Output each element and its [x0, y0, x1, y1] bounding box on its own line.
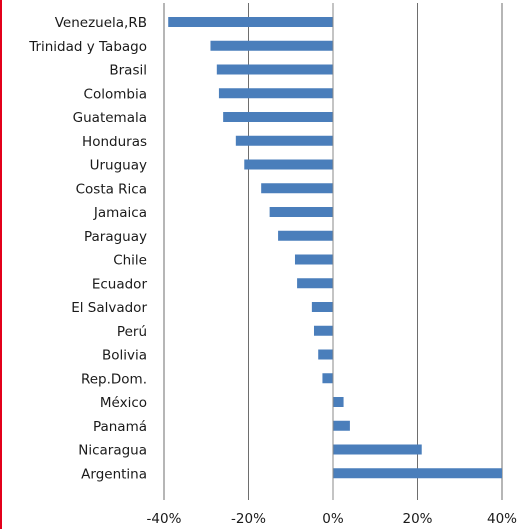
category-label-13: El Salvador [71, 300, 147, 316]
bar-8 [261, 183, 333, 194]
category-label-14: Perú [117, 324, 147, 340]
category-label-16: Rep.Dom. [81, 371, 147, 387]
bar-19 [333, 444, 422, 455]
bar-2 [210, 40, 333, 51]
bar-15 [318, 349, 333, 360]
x-tick-label-4: 20% [402, 511, 432, 527]
x-tick-label-1: -40% [147, 511, 182, 527]
category-label-20: Argentina [81, 466, 147, 482]
bar-10 [278, 230, 333, 241]
category-label-2: Trinidad y Tabago [28, 39, 147, 55]
category-label-15: Bolivia [102, 348, 147, 364]
category-label-18: Panamá [93, 419, 147, 435]
category-label-1: Venezuela,RB [55, 15, 147, 31]
bar-11 [294, 254, 333, 265]
bar-17 [333, 397, 344, 407]
category-label-9: Jamaica [93, 205, 147, 221]
x-tick-label-2: -20% [231, 511, 266, 527]
bar-6 [235, 135, 333, 146]
category-label-4: Colombia [84, 86, 147, 102]
bar-18 [333, 420, 350, 431]
category-label-7: Uruguay [90, 158, 147, 174]
category-label-3: Brasil [109, 63, 147, 79]
category-label-17: México [100, 395, 147, 411]
bar-3 [216, 64, 333, 75]
bar-14 [313, 325, 333, 336]
category-label-6: Honduras [82, 134, 147, 150]
category-label-11: Chile [113, 253, 147, 269]
x-tick-label-5: 40% [487, 511, 517, 527]
bar-1 [168, 17, 333, 27]
category-label-12: Ecuador [92, 276, 148, 292]
bar-5 [223, 112, 333, 122]
bar-4 [218, 88, 333, 99]
category-label-19: Nicaragua [78, 443, 147, 459]
bar-13 [311, 302, 333, 312]
category-label-5: Guatemala [73, 110, 147, 126]
bar-16 [322, 373, 333, 384]
category-label-8: Costa Rica [76, 181, 147, 197]
bar-7 [244, 159, 333, 170]
category-label-10: Paraguay [84, 229, 147, 245]
bar-12 [297, 278, 333, 289]
x-tick-label-3: 0% [322, 511, 344, 527]
bar-9 [269, 207, 333, 217]
bar-20 [333, 468, 502, 479]
